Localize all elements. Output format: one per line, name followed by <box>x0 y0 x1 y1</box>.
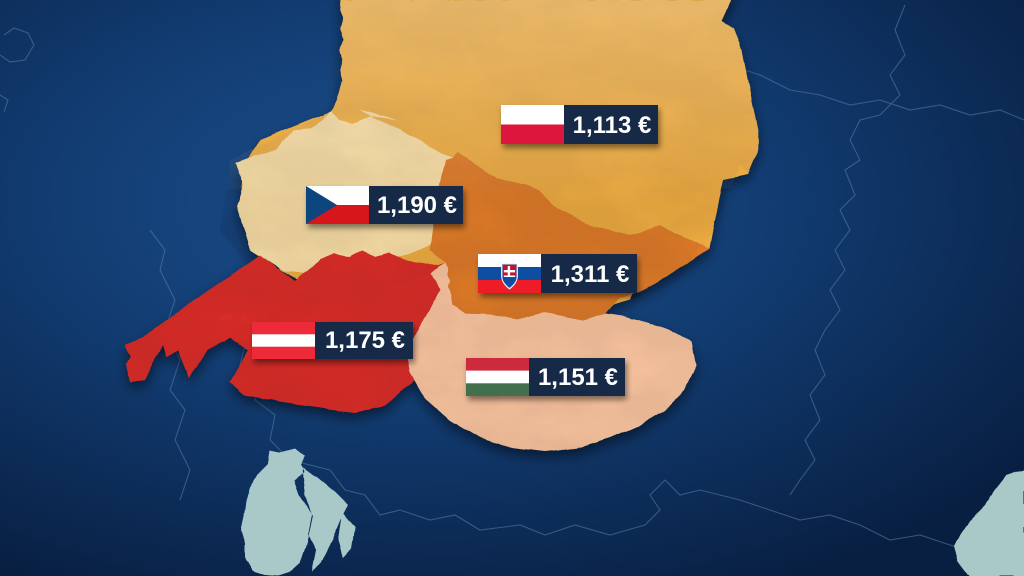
svg-text:1,175 €: 1,175 € <box>325 327 405 354</box>
svg-text:1,151 €: 1,151 € <box>538 364 618 391</box>
svg-text:1,190 €: 1,190 € <box>377 192 457 219</box>
svg-text:1,311 €: 1,311 € <box>551 261 630 288</box>
svg-text:1,113 €: 1,113 € <box>573 112 652 139</box>
